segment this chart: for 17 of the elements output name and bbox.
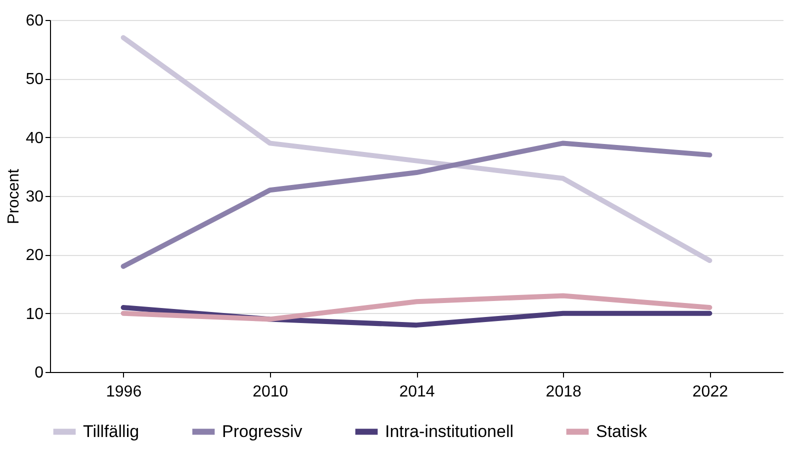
y-tick-label: 20 (26, 247, 44, 264)
x-tick-label: 2022 (692, 384, 728, 400)
y-tick-label: 0 (34, 364, 44, 382)
x-tick-label: 2010 (252, 384, 288, 400)
y-axis-title: Procent (6, 168, 23, 224)
y-tick-label: 60 (26, 12, 44, 30)
legend-label: Progressiv (222, 422, 303, 441)
legend-label: Statisk (596, 422, 648, 441)
x-tick-label: 2014 (399, 384, 435, 400)
y-tick-label: 10 (26, 306, 44, 323)
x-tick-label: 2018 (546, 384, 582, 400)
x-tick-label: 1996 (106, 384, 142, 400)
y-tick-label: 30 (26, 188, 44, 206)
y-tick-label: 50 (26, 71, 44, 88)
legend-label: Tillfällig (83, 422, 140, 441)
legend-label: Intra-institutionell (385, 422, 514, 441)
y-tick-label: 40 (26, 130, 44, 147)
